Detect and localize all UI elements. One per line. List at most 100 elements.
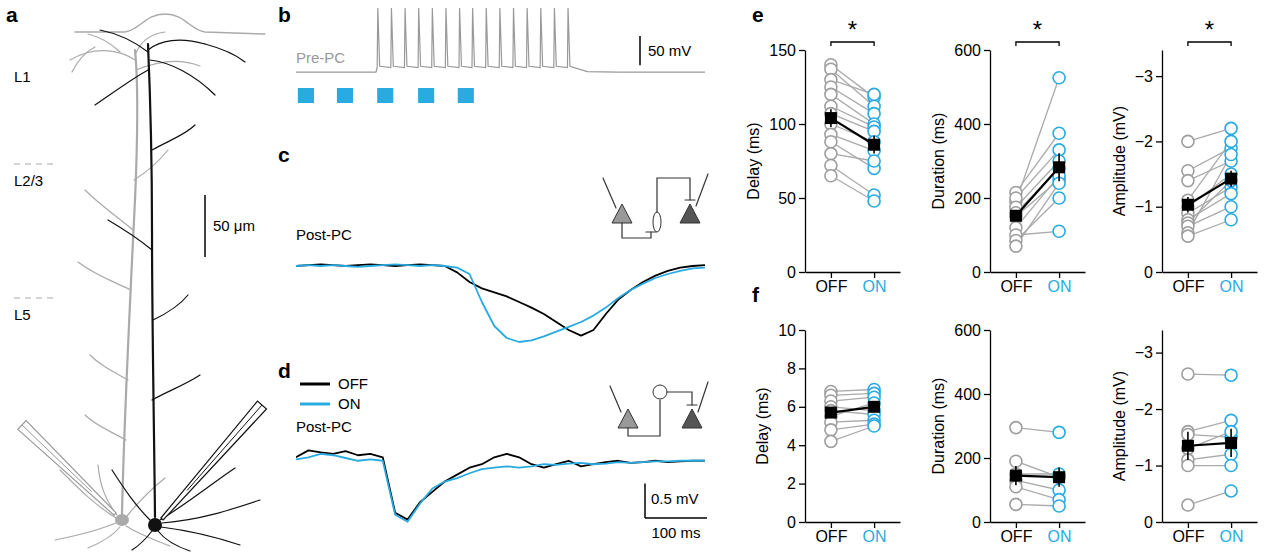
mean-marker — [825, 112, 837, 124]
tick: ON — [1048, 272, 1072, 295]
tick-mark — [1156, 272, 1162, 273]
tick-mark — [1188, 272, 1189, 278]
cell-point — [825, 88, 837, 100]
light-pulse — [298, 88, 314, 103]
tick-label: 200 — [954, 450, 981, 467]
legend-swatch — [300, 403, 330, 406]
trace — [296, 264, 705, 335]
x-axis: OFFON — [1163, 522, 1258, 545]
tick: OFF — [1000, 272, 1032, 295]
tick-label: −3 — [1135, 344, 1153, 361]
cell-point — [1225, 188, 1237, 200]
cell-point — [1053, 192, 1065, 204]
tick: 200 — [954, 450, 990, 467]
scale-bar — [639, 36, 641, 65]
synapse — [685, 199, 695, 200]
tick: −3 — [1135, 344, 1162, 361]
tick-mark — [799, 445, 805, 446]
tick-mark — [799, 124, 805, 125]
tick: 10 — [778, 322, 805, 339]
tick-label: ON — [1220, 528, 1244, 545]
dendrite — [72, 47, 95, 72]
cell-point — [1053, 72, 1065, 84]
plot-area — [296, 450, 705, 521]
light-pulse — [418, 88, 434, 103]
y-axis: 0200400600 — [954, 322, 990, 531]
dendrite — [112, 470, 150, 520]
mean-line — [1188, 443, 1231, 446]
tick: 0 — [972, 264, 990, 281]
tick: ON — [1220, 272, 1244, 295]
paired-plot: 0246810OFFONDelay (ms) — [754, 322, 900, 546]
cell-point — [1182, 175, 1194, 187]
cell-point — [1225, 135, 1237, 147]
paired-plot: 050100150OFFONDelay (ms)* — [745, 16, 900, 295]
tick-mark — [984, 198, 990, 199]
tick-label: 0 — [787, 264, 796, 281]
plot-area — [296, 264, 705, 342]
tick: OFF — [1172, 272, 1204, 295]
dendrite — [148, 44, 155, 517]
dendrite — [95, 70, 148, 105]
mean-line — [1016, 167, 1059, 215]
tick: 2 — [787, 475, 805, 492]
plot-area — [1010, 72, 1065, 252]
legend-swatch — [300, 383, 330, 386]
mean-marker — [1225, 437, 1237, 449]
tick-mark — [799, 50, 805, 51]
dendrite — [88, 527, 120, 548]
tick-label: OFF — [1000, 528, 1032, 545]
cell-point — [868, 420, 880, 432]
dendrite — [60, 470, 116, 518]
tick-mark — [799, 407, 805, 408]
dendrite — [78, 262, 131, 290]
tick-mark — [1156, 207, 1162, 208]
tick-mark — [1059, 522, 1060, 528]
legend-label: ON — [338, 395, 361, 412]
tick: 200 — [954, 190, 990, 207]
x-axis: OFF ON — [991, 522, 1086, 545]
tick-label: −1 — [1135, 457, 1153, 474]
panel-a: aL1L2/3L550 μm — [6, 3, 267, 551]
panel-letter: d — [278, 359, 291, 382]
tick-label: −2 — [1135, 401, 1153, 418]
dendrite — [70, 51, 135, 60]
tick-mark — [1188, 522, 1189, 528]
tick-mark — [799, 368, 805, 369]
y-axis: 0246810 — [778, 322, 805, 531]
pipette — [698, 382, 708, 412]
tick-label: 0 — [972, 264, 981, 281]
trace-title: Pre-PC — [296, 49, 345, 66]
layer-label: L5 — [14, 306, 31, 323]
panel-b: bPre-PC50 mV — [278, 3, 705, 103]
cell-point — [1053, 426, 1065, 438]
tick: 150 — [769, 42, 805, 59]
dendrite — [108, 220, 152, 250]
tick-mark — [831, 522, 832, 528]
plot-area — [825, 384, 880, 448]
tick: ON — [1048, 522, 1072, 545]
axis-title: Delay (ms) — [754, 387, 771, 464]
tick: −1 — [1135, 457, 1162, 474]
mean-line — [831, 118, 874, 145]
dendrite — [136, 61, 200, 70]
trace — [296, 264, 705, 342]
circuit-schematic — [603, 174, 708, 238]
plot-area — [1182, 122, 1237, 242]
mean-marker — [868, 139, 880, 151]
tick: −1 — [1135, 198, 1162, 215]
tick-label: ON — [1048, 278, 1072, 295]
tick: 0 — [1144, 264, 1162, 281]
dendrite — [127, 478, 165, 516]
cell-point — [1053, 127, 1065, 139]
dendrite — [100, 30, 148, 52]
tick-label: 0 — [787, 514, 796, 531]
mean-marker — [1010, 470, 1022, 482]
tick-mark — [1156, 76, 1162, 77]
x-axis: OFFON — [806, 522, 901, 545]
dendrite — [148, 40, 205, 50]
pipette — [696, 174, 708, 206]
tick-mark — [1156, 141, 1162, 142]
panel-letter: c — [278, 143, 290, 166]
dendrite — [153, 295, 188, 320]
